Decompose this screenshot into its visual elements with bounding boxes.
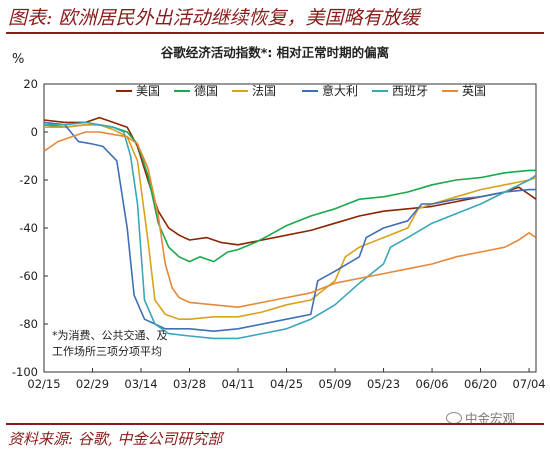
series-line-6 — [43, 131, 537, 309]
x-tick-label: 05/23 — [367, 377, 400, 391]
y-unit-label: % — [12, 52, 25, 67]
watermark-text: 中金宏观 — [465, 411, 516, 426]
legend-label: 美国 — [136, 84, 160, 98]
figure-title: 图表: 欧洲居民外出活动继续恢复，美国略有放缓 — [8, 7, 420, 29]
chart-title: 谷歌经济活动指数*: 相对正常时期的偏离 — [160, 45, 390, 60]
y-tick-label: 20 — [23, 77, 38, 91]
x-tick-label: 07/04 — [512, 377, 545, 391]
title-rule — [6, 32, 544, 34]
y-tick-label: -80 — [19, 317, 38, 331]
x-tick-label: 04/25 — [270, 377, 303, 391]
x-tick-label: 03/28 — [173, 377, 206, 391]
y-tick-label: -20 — [19, 173, 38, 187]
x-tick-label: 05/09 — [318, 377, 351, 391]
legend-label: 法国 — [252, 84, 276, 98]
y-tick-label: -60 — [19, 269, 38, 283]
annotation-text: 工作场所三项分项平均 — [52, 344, 162, 358]
y-tick-label: -40 — [19, 221, 38, 235]
x-tick-label: 03/14 — [124, 377, 157, 391]
annotation-text: *为消费、公共交通、及 — [52, 328, 168, 342]
x-tick-label: 02/29 — [76, 377, 109, 391]
y-tick-label: -100 — [12, 365, 38, 379]
x-tick-label: 02/15 — [27, 377, 60, 391]
x-tick-label: 06/20 — [464, 377, 497, 391]
legend-label: 意大利 — [322, 83, 358, 98]
x-tick-label: 04/11 — [221, 377, 254, 391]
series-line-3 — [44, 124, 537, 321]
series-line-2 — [43, 124, 536, 263]
series-line-5 — [44, 121, 537, 340]
legend-label: 英国 — [462, 84, 486, 98]
series-line-1 — [43, 116, 537, 246]
source-note: 资料来源: 谷歌, 中金公司研究部 — [8, 430, 223, 448]
legend-label: 德国 — [194, 83, 218, 98]
footer-rule — [6, 423, 544, 425]
legend-label: 西班牙 — [392, 84, 428, 98]
y-tick-label: 0 — [31, 125, 38, 139]
x-tick-label: 06/06 — [415, 377, 448, 391]
series-line-4 — [43, 121, 536, 333]
